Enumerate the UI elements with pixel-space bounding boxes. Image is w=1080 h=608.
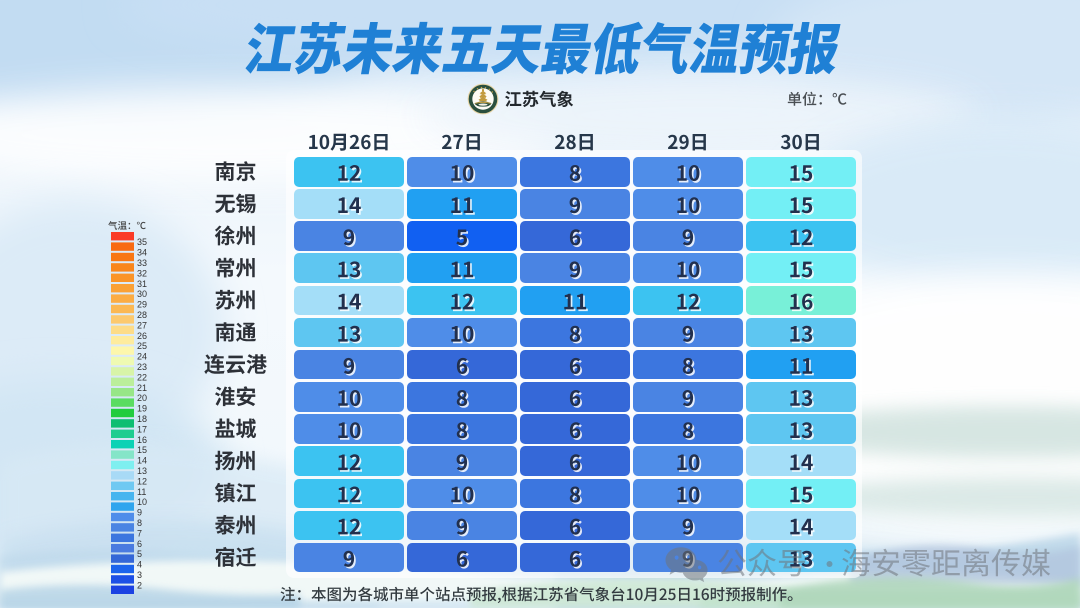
- svg-text:13: 13: [137, 466, 147, 476]
- svg-text:9: 9: [137, 508, 142, 518]
- svg-text:23: 23: [137, 362, 147, 372]
- svg-text:31: 31: [137, 279, 147, 289]
- svg-text:19: 19: [137, 404, 147, 414]
- svg-text:16: 16: [137, 435, 147, 445]
- svg-text:5: 5: [137, 549, 142, 559]
- svg-text:20: 20: [137, 393, 147, 403]
- svg-text:3: 3: [137, 570, 142, 580]
- svg-text:10: 10: [137, 497, 147, 507]
- svg-text:30: 30: [137, 289, 147, 299]
- svg-text:12: 12: [137, 476, 147, 486]
- svg-text:29: 29: [137, 300, 147, 310]
- svg-text:6: 6: [137, 539, 142, 549]
- svg-text:33: 33: [137, 258, 147, 268]
- svg-text:2: 2: [137, 580, 142, 590]
- svg-text:11: 11: [137, 487, 146, 497]
- svg-text:34: 34: [137, 248, 147, 258]
- svg-text:4: 4: [137, 560, 142, 570]
- svg-text:25: 25: [137, 341, 147, 351]
- svg-text:17: 17: [137, 424, 147, 434]
- svg-text:7: 7: [137, 528, 142, 538]
- svg-text:18: 18: [137, 414, 147, 424]
- svg-text:22: 22: [137, 372, 147, 382]
- svg-text:32: 32: [137, 268, 147, 278]
- svg-text:8: 8: [137, 518, 142, 528]
- svg-text:21: 21: [137, 383, 147, 393]
- svg-text:26: 26: [137, 331, 147, 341]
- svg-text:27: 27: [137, 320, 147, 330]
- svg-text:15: 15: [137, 445, 147, 455]
- svg-text:24: 24: [137, 352, 147, 362]
- svg-text:28: 28: [137, 310, 147, 320]
- svg-text:35: 35: [137, 237, 147, 247]
- svg-text:14: 14: [137, 456, 147, 466]
